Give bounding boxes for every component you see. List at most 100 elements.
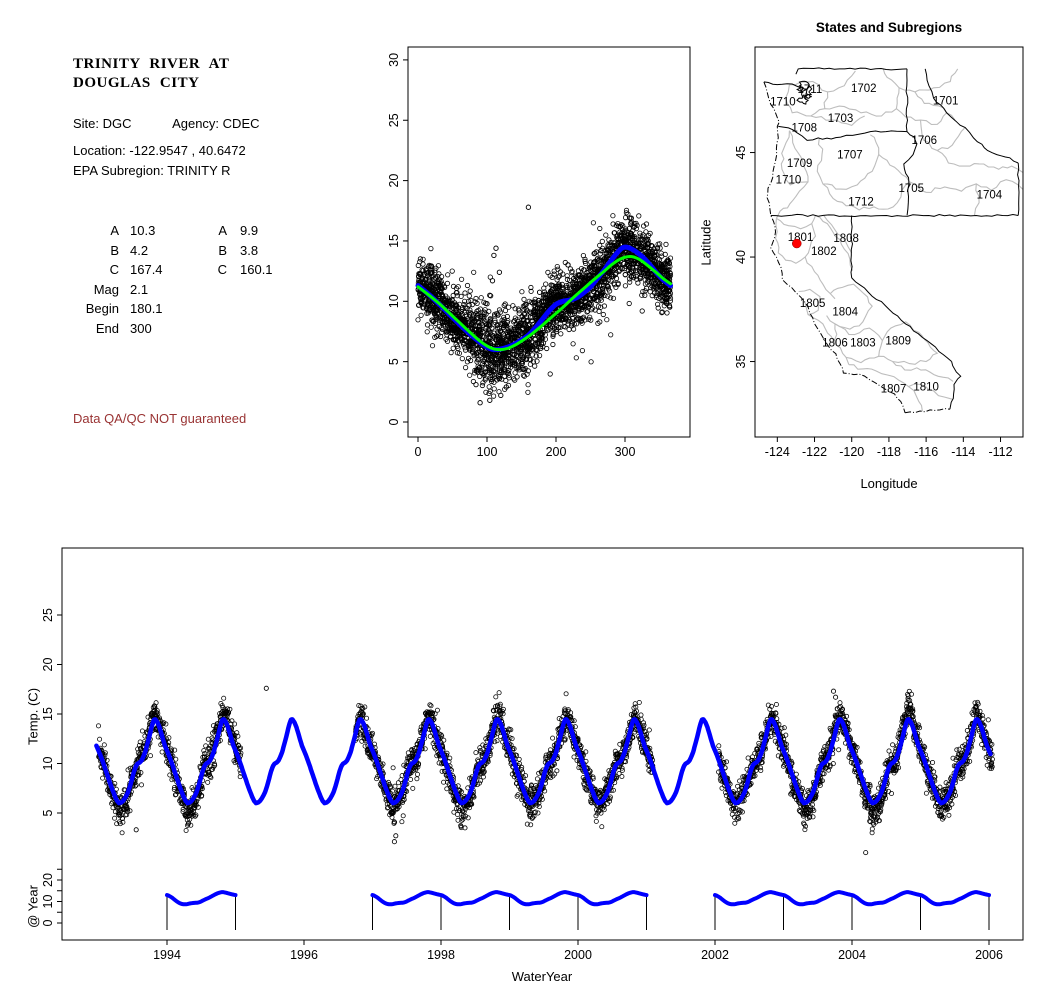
tick-label: 5 <box>387 358 401 365</box>
scatter-point <box>372 741 377 747</box>
state-border <box>903 131 918 216</box>
scatter-point <box>619 265 625 272</box>
scatter-point <box>532 296 538 302</box>
scatter-point <box>508 325 514 331</box>
scatter-point <box>472 346 479 352</box>
scatter-point <box>187 816 193 822</box>
scatter-point <box>517 352 523 358</box>
scatter-point <box>356 703 362 708</box>
scatter-point <box>523 323 529 329</box>
subregion-border <box>804 256 836 300</box>
scatter-point <box>512 315 519 321</box>
scatter-point <box>476 356 482 362</box>
scatter-point <box>554 263 560 270</box>
scatter-point <box>559 310 565 316</box>
scatter-point <box>539 796 545 802</box>
scatter-point <box>451 809 457 815</box>
scatter-point <box>581 267 587 273</box>
scatter-point <box>430 710 436 716</box>
scatter-point <box>551 268 557 274</box>
scatter-point <box>455 812 460 817</box>
scatter-point <box>607 269 613 275</box>
state-border <box>795 67 908 75</box>
scatter-point <box>586 275 592 281</box>
scatter-point <box>586 300 592 307</box>
scatter-point <box>524 350 531 357</box>
scatter-point <box>556 273 563 279</box>
scatter-point <box>467 372 473 378</box>
scatter-point <box>524 339 530 345</box>
scatter-point <box>195 804 201 810</box>
scatter-point <box>575 300 581 307</box>
scatter-point <box>578 317 585 324</box>
scatter-point <box>235 733 241 739</box>
scatter-point <box>499 337 505 343</box>
scatter-point <box>610 268 616 274</box>
scatter-point <box>173 756 179 762</box>
scatter-point <box>481 370 487 376</box>
subregion-border <box>824 68 900 117</box>
tick-label: 300 <box>615 445 636 459</box>
scatter-point <box>118 810 123 816</box>
scatter-outlier <box>496 269 503 275</box>
scatter-point <box>167 772 173 778</box>
scatter-point <box>532 308 538 315</box>
scatter-point <box>234 730 240 736</box>
scatter-point <box>436 282 442 288</box>
scatter-point <box>494 325 501 331</box>
subregion-border <box>780 130 809 186</box>
scatter-point <box>600 254 606 260</box>
scatter-point <box>437 315 443 321</box>
subregion-border <box>848 364 923 412</box>
scatter-point <box>582 295 589 302</box>
subregion-label: 1810 <box>913 382 939 394</box>
subregion-border <box>774 218 817 264</box>
tick-label: 0 <box>415 445 422 459</box>
scatter-point <box>159 749 165 755</box>
scatter-point <box>421 297 427 303</box>
scatter-point <box>479 322 486 328</box>
scatter-point <box>664 298 670 305</box>
scatter-point <box>538 330 544 337</box>
scatter-point <box>400 813 406 819</box>
scatter-point <box>117 821 123 827</box>
scatter-point <box>471 794 477 800</box>
scatter-point <box>576 307 582 313</box>
scatter-point <box>523 356 530 362</box>
scatter-point <box>528 284 534 291</box>
scatter-point <box>548 325 554 331</box>
scatter-point <box>474 359 480 365</box>
scatter-point <box>453 306 459 312</box>
scatter-point <box>610 221 616 227</box>
scatter-point <box>503 355 509 361</box>
scatter-point <box>550 289 557 295</box>
tick-label: 100 <box>477 445 498 459</box>
scatter-point <box>650 285 657 291</box>
scatter-point <box>469 301 475 308</box>
scatter-point <box>444 338 451 344</box>
scatter-point <box>547 273 553 279</box>
scatter-point <box>582 258 588 264</box>
scatter-point <box>540 344 546 350</box>
scatter-outlier <box>473 381 479 388</box>
scatter-point <box>656 256 663 263</box>
scatter-point <box>558 331 564 337</box>
scatter-point <box>142 733 148 739</box>
scatter-point <box>620 223 626 229</box>
scatter-point <box>478 778 484 784</box>
scatter-point <box>445 272 451 278</box>
scatter-point <box>639 308 645 314</box>
scatter-point <box>623 210 630 216</box>
scatter-point <box>455 345 461 351</box>
scatter-point <box>536 804 542 810</box>
scatter-point <box>221 695 227 701</box>
scatter-point <box>533 809 538 815</box>
scatter-point <box>606 288 613 294</box>
scatter-point <box>534 776 540 782</box>
scatter-point <box>590 305 596 311</box>
scatter-point <box>622 271 628 278</box>
scatter-point <box>604 317 610 323</box>
scatter-point <box>627 230 634 237</box>
scatter-point <box>454 343 460 349</box>
scatter-point <box>437 333 444 340</box>
